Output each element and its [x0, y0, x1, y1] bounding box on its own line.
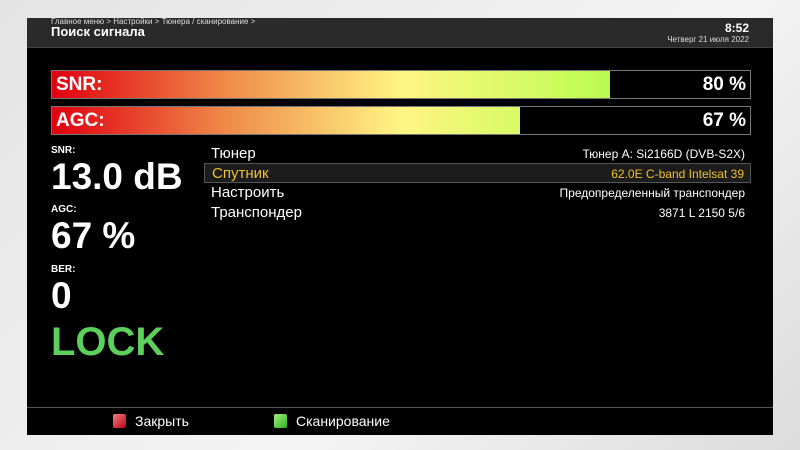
- close-button[interactable]: Закрыть: [135, 413, 189, 429]
- green-key-icon[interactable]: [274, 414, 287, 428]
- agc-bar: AGC: 67 %: [51, 106, 751, 135]
- clock: 8:52: [724, 21, 749, 35]
- setting-tune[interactable]: Настроить Предопределенный транспондер: [204, 183, 751, 203]
- setting-satellite[interactable]: Спутник 62.0E C-band Intelsat 39: [204, 163, 751, 183]
- agc-bar-value: 67 %: [702, 110, 746, 131]
- red-key-icon[interactable]: [113, 414, 126, 428]
- header: Главное меню > Настройки > Тюнера / скан…: [27, 17, 773, 48]
- setting-value: 62.0E C-band Intelsat 39: [611, 167, 744, 181]
- ber-label: BER:: [51, 264, 76, 275]
- agc-label: AGC:: [51, 204, 77, 215]
- snr-value: 13.0 dB: [51, 156, 183, 197]
- signal-finder-screen: Главное меню > Настройки > Тюнера / скан…: [27, 17, 773, 435]
- setting-value: 3871 L 2150 5/6: [658, 206, 745, 220]
- setting-key: Тюнер: [211, 145, 256, 162]
- snr-label: SNR:: [51, 145, 76, 156]
- snr-bar-fill: [52, 71, 611, 98]
- snr-bar-value: 80 %: [702, 74, 746, 95]
- ber-value: 0: [51, 275, 72, 316]
- setting-value: Предопределенный транспондер: [559, 186, 745, 200]
- footer: Закрыть Сканирование: [27, 407, 773, 435]
- page-title: Поиск сигнала: [51, 24, 145, 39]
- agc-value: 67 %: [51, 215, 136, 256]
- agc-bar-fill: [52, 107, 520, 134]
- snr-bar: SNR: 80 %: [51, 70, 751, 99]
- setting-transponder[interactable]: Транспондер 3871 L 2150 5/6: [204, 203, 751, 223]
- snr-bar-label: SNR:: [56, 74, 103, 95]
- setting-tuner[interactable]: Тюнер Тюнер A: Si2166D (DVB-S2X): [204, 144, 751, 164]
- setting-key: Настроить: [211, 184, 285, 201]
- lock-status: LOCK: [51, 320, 165, 364]
- setting-key: Спутник: [212, 165, 269, 182]
- setting-key: Транспондер: [211, 204, 302, 221]
- date: Четверг 21 июля 2022: [667, 35, 749, 44]
- setting-value: Тюнер A: Si2166D (DVB-S2X): [582, 147, 746, 161]
- breadcrumb: Главное меню > Настройки > Тюнера / скан…: [51, 17, 256, 26]
- scan-button[interactable]: Сканирование: [296, 413, 390, 429]
- agc-bar-label: AGC:: [56, 110, 105, 131]
